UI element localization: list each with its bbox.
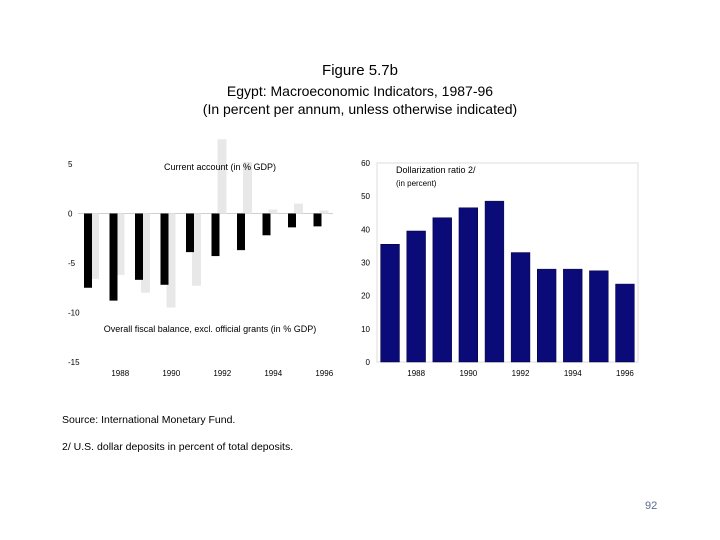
current-account-bar-1991 bbox=[192, 213, 201, 286]
left-x-tick-label: 1994 bbox=[264, 369, 282, 378]
right-y-tick-label: 50 bbox=[361, 192, 370, 201]
right-x-tick-label: 1992 bbox=[512, 369, 530, 378]
fiscal-balance-bar-1990 bbox=[160, 213, 169, 285]
current-account-bar-1996 bbox=[319, 210, 329, 214]
left-y-tick-label: -5 bbox=[68, 259, 76, 268]
fiscal-balance-bar-1989 bbox=[135, 213, 143, 280]
fiscal-balance-bar-1996 bbox=[313, 213, 322, 227]
fiscal-balance-bar-1991 bbox=[186, 213, 194, 253]
right-y-tick-label: 60 bbox=[361, 159, 370, 168]
left-x-tick-label: 1996 bbox=[315, 369, 333, 378]
current-account-bar-1987 bbox=[90, 213, 99, 279]
current-account-bar-1989 bbox=[141, 213, 150, 293]
right-y-tick-label: 30 bbox=[361, 259, 370, 268]
right-y-tick-label: 10 bbox=[361, 325, 370, 334]
dollarization-bar-1990 bbox=[458, 207, 478, 363]
current-account-bar-1992 bbox=[217, 139, 227, 214]
dollarization-bar-1988 bbox=[406, 230, 426, 363]
legend-current-account: Current account (in % GDP) bbox=[164, 162, 276, 172]
fiscal-balance-bar-1995 bbox=[288, 213, 296, 228]
chart-subtitle: (In percent per annum, unless otherwise … bbox=[202, 101, 518, 117]
right-x-tick-label: 1990 bbox=[459, 369, 477, 378]
right-chart-subtitle: (in percent) bbox=[396, 179, 437, 188]
fiscal-balance-bar-1992 bbox=[211, 213, 220, 257]
left-y-tick-label: 0 bbox=[68, 210, 73, 219]
current-account-bar-1994 bbox=[268, 209, 278, 214]
figure-label: Figure 5.7b bbox=[322, 62, 398, 79]
footnote: 2/ U.S. dollar deposits in percent of to… bbox=[62, 441, 294, 453]
dollarization-bar-1987 bbox=[380, 244, 400, 363]
legend-fiscal-balance: Overall fiscal balance, excl. official g… bbox=[104, 324, 316, 334]
dollarization-bar-1992 bbox=[510, 252, 531, 363]
left-y-tick-label: -15 bbox=[68, 358, 80, 367]
dollarization-bar-1989 bbox=[432, 217, 452, 363]
fiscal-balance-bar-1988 bbox=[109, 213, 118, 301]
right-x-tick-label: 1994 bbox=[564, 369, 582, 378]
chart-title: Egypt: Macroeconomic Indicators, 1987-96 bbox=[226, 83, 494, 99]
current-account-bar-1990 bbox=[166, 213, 176, 308]
right-x-tick-label: 1988 bbox=[407, 369, 425, 378]
dollarization-bar-1993 bbox=[537, 268, 557, 363]
fiscal-balance-bar-1987 bbox=[84, 213, 92, 288]
current-account-bar-1988 bbox=[115, 213, 125, 275]
right-y-tick-label: 0 bbox=[366, 358, 371, 367]
dollarization-bar-1991 bbox=[484, 200, 505, 363]
left-x-tick-label: 1992 bbox=[213, 369, 231, 378]
left-x-tick-label: 1990 bbox=[162, 369, 180, 378]
left-y-tick-label: 5 bbox=[68, 160, 73, 169]
right-x-tick-label: 1996 bbox=[616, 369, 634, 378]
dollarization-bar-1994 bbox=[563, 268, 583, 363]
right-chart-title: Dollarization ratio 2/ bbox=[396, 165, 476, 175]
current-account-bar-1995 bbox=[294, 203, 303, 214]
fiscal-balance-bar-1994 bbox=[262, 213, 271, 236]
dollarization-bar-1996 bbox=[615, 283, 635, 363]
page-number: 92 bbox=[645, 500, 658, 512]
right-y-tick-label: 40 bbox=[361, 225, 370, 234]
left-x-tick-label: 1988 bbox=[111, 369, 129, 378]
dollarization-bar-1995 bbox=[589, 270, 609, 363]
right-y-tick-label: 20 bbox=[361, 292, 370, 301]
left-y-tick-label: -10 bbox=[68, 309, 80, 318]
source-note: Source: International Monetary Fund. bbox=[62, 414, 236, 426]
fiscal-balance-bar-1993 bbox=[237, 213, 245, 251]
current-account-bar-1993 bbox=[243, 162, 252, 214]
